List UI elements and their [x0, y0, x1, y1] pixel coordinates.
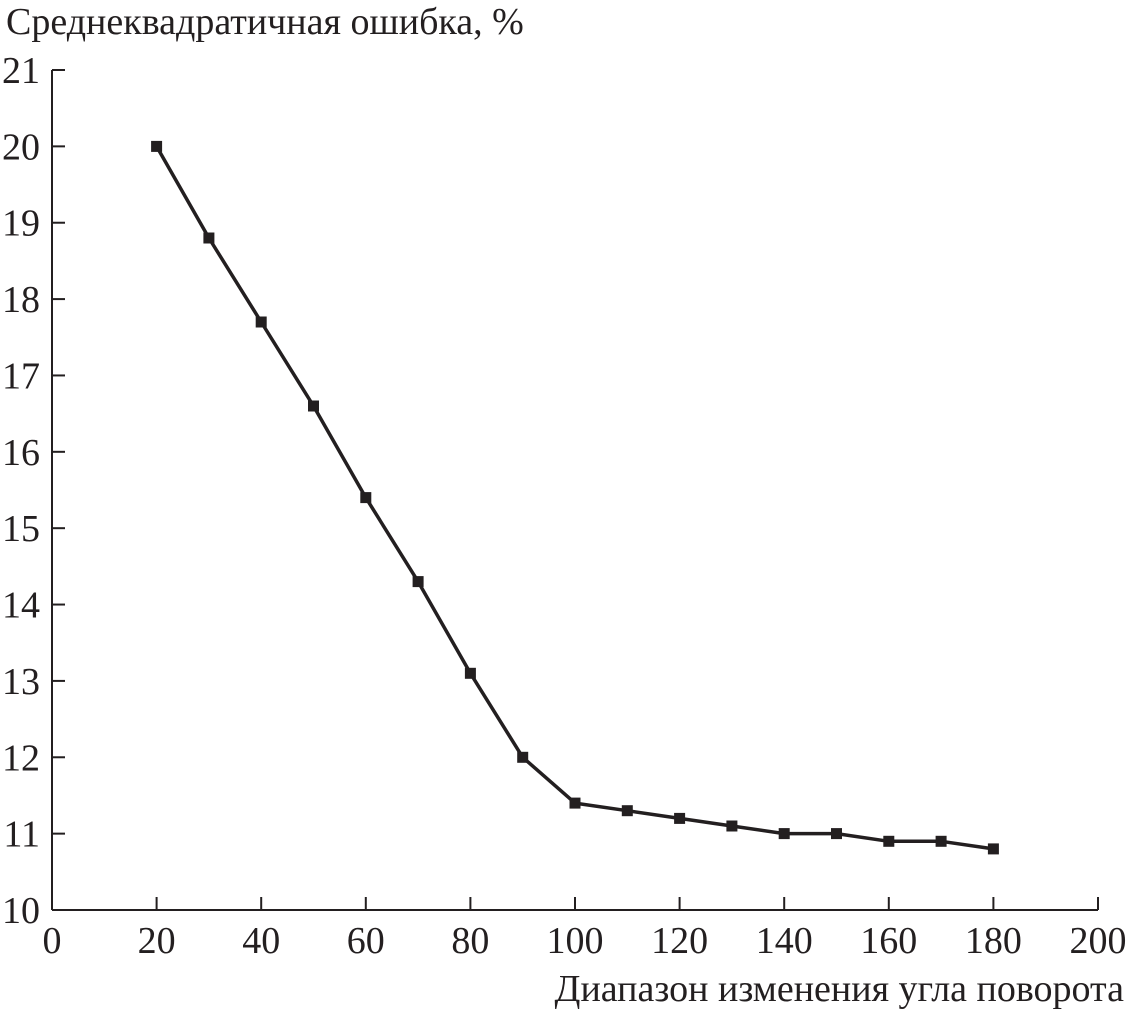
data-point	[203, 232, 215, 244]
data-point	[621, 805, 633, 817]
y-tick-label: 14	[2, 585, 40, 627]
x-tick-label: 140	[756, 920, 813, 962]
y-tick-label: 18	[2, 279, 40, 321]
data-point	[517, 751, 529, 763]
y-tick-label: 19	[2, 203, 40, 245]
y-tick-label: 21	[2, 50, 40, 92]
data-series	[151, 140, 999, 855]
y-tick-label: 16	[2, 432, 40, 474]
x-tick-label: 40	[242, 920, 280, 962]
y-tick-label: 12	[2, 737, 40, 779]
data-point	[308, 400, 319, 412]
data-point	[151, 140, 163, 152]
axis-ticks: 10 11 12 13 14 15 16 17 18 19 20 21 0 20 40 60 80 100 120 1…	[2, 50, 1127, 962]
data-point	[412, 576, 424, 588]
y-tick-label: 10	[2, 890, 40, 932]
x-axis-title: Диапазон изменения угла поворота	[555, 968, 1125, 1010]
series-line	[155, 145, 994, 851]
data-point	[987, 843, 999, 855]
data-point	[935, 835, 947, 847]
y-tick-label: 11	[3, 814, 40, 856]
x-tick-label: 20	[138, 920, 176, 962]
data-point	[255, 316, 267, 328]
data-point	[569, 797, 581, 809]
x-tick-label: 100	[547, 920, 604, 962]
x-tick-label: 200	[1070, 920, 1127, 962]
axes	[51, 70, 1098, 911]
x-tick-label: 0	[43, 920, 62, 962]
data-point	[726, 820, 738, 832]
x-tick-label: 160	[860, 920, 917, 962]
x-tick-label: 180	[965, 920, 1022, 962]
data-point	[360, 492, 372, 504]
x-tick-label: 120	[651, 920, 708, 962]
y-axis-title: Среднеквадратичная ошибка, %	[6, 1, 524, 43]
x-tick-label: 60	[347, 920, 385, 962]
data-point	[883, 835, 895, 847]
data-point	[831, 828, 842, 840]
y-tick-label: 20	[2, 126, 40, 168]
y-tick-label: 15	[2, 508, 40, 550]
data-point	[674, 812, 686, 824]
y-tick-label: 13	[2, 661, 40, 703]
data-point	[778, 828, 790, 840]
x-tick-label: 80	[451, 920, 489, 962]
data-point	[464, 667, 476, 679]
y-tick-label: 17	[2, 355, 40, 397]
